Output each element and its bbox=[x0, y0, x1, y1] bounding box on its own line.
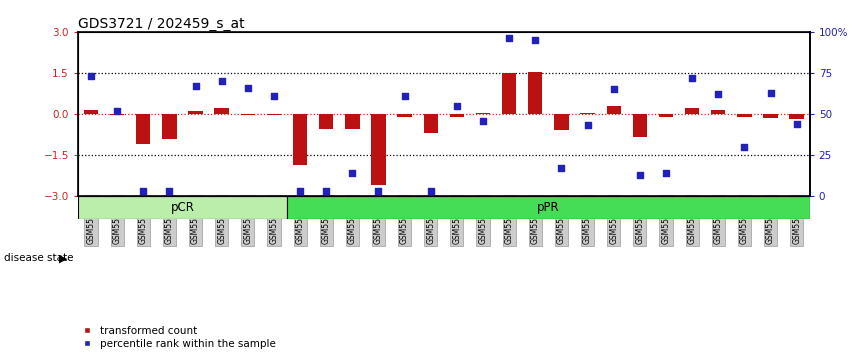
Bar bbox=[606, 106, 621, 114]
Bar bbox=[580, 113, 595, 114]
Point bbox=[790, 121, 804, 127]
Point bbox=[397, 93, 411, 99]
Point bbox=[528, 37, 542, 43]
Text: disease state: disease state bbox=[4, 253, 74, 263]
Text: GDS3721 / 202459_s_at: GDS3721 / 202459_s_at bbox=[78, 17, 244, 31]
Bar bbox=[287, 196, 810, 219]
Text: pPR: pPR bbox=[537, 201, 559, 214]
Bar bbox=[528, 72, 542, 114]
Bar bbox=[685, 108, 699, 114]
Point bbox=[450, 103, 464, 109]
Bar bbox=[346, 114, 359, 129]
Bar bbox=[659, 114, 673, 117]
Bar bbox=[372, 114, 385, 185]
Bar bbox=[397, 114, 412, 117]
Point bbox=[215, 78, 229, 84]
Bar bbox=[554, 114, 569, 130]
Bar bbox=[475, 113, 490, 114]
Bar bbox=[633, 114, 647, 137]
Bar bbox=[423, 114, 438, 133]
Point bbox=[476, 118, 490, 123]
Bar bbox=[189, 111, 203, 114]
Bar bbox=[110, 114, 125, 115]
Bar bbox=[711, 110, 726, 114]
Point bbox=[685, 75, 699, 81]
Bar bbox=[84, 110, 98, 114]
Bar bbox=[737, 114, 752, 117]
Point bbox=[423, 188, 437, 194]
Point bbox=[580, 122, 594, 128]
Bar bbox=[215, 108, 229, 114]
Point bbox=[84, 73, 98, 79]
Point bbox=[294, 188, 307, 194]
Point bbox=[163, 188, 177, 194]
Point bbox=[241, 85, 255, 91]
Point bbox=[346, 170, 359, 176]
Bar bbox=[449, 114, 464, 117]
Bar bbox=[78, 196, 287, 219]
Point bbox=[554, 165, 568, 171]
Bar bbox=[241, 114, 255, 115]
Point bbox=[711, 91, 725, 97]
Text: pCR: pCR bbox=[171, 201, 194, 214]
Point bbox=[738, 144, 752, 150]
Bar bbox=[763, 114, 778, 118]
Bar bbox=[162, 114, 177, 138]
Bar bbox=[319, 114, 333, 129]
Point bbox=[110, 108, 124, 114]
Point bbox=[633, 172, 647, 177]
Bar bbox=[267, 114, 281, 115]
Bar bbox=[790, 114, 804, 119]
Point bbox=[267, 93, 281, 99]
Point bbox=[502, 36, 516, 41]
Legend: transformed count, percentile rank within the sample: transformed count, percentile rank withi… bbox=[83, 326, 275, 349]
Point bbox=[764, 90, 778, 96]
Point bbox=[659, 170, 673, 176]
Bar bbox=[502, 73, 516, 114]
Point bbox=[372, 188, 385, 194]
Point bbox=[320, 188, 333, 194]
Bar bbox=[293, 114, 307, 165]
Point bbox=[607, 86, 621, 92]
Point bbox=[136, 188, 150, 194]
Text: ▶: ▶ bbox=[59, 253, 68, 263]
Bar bbox=[136, 114, 151, 144]
Point bbox=[189, 83, 203, 89]
